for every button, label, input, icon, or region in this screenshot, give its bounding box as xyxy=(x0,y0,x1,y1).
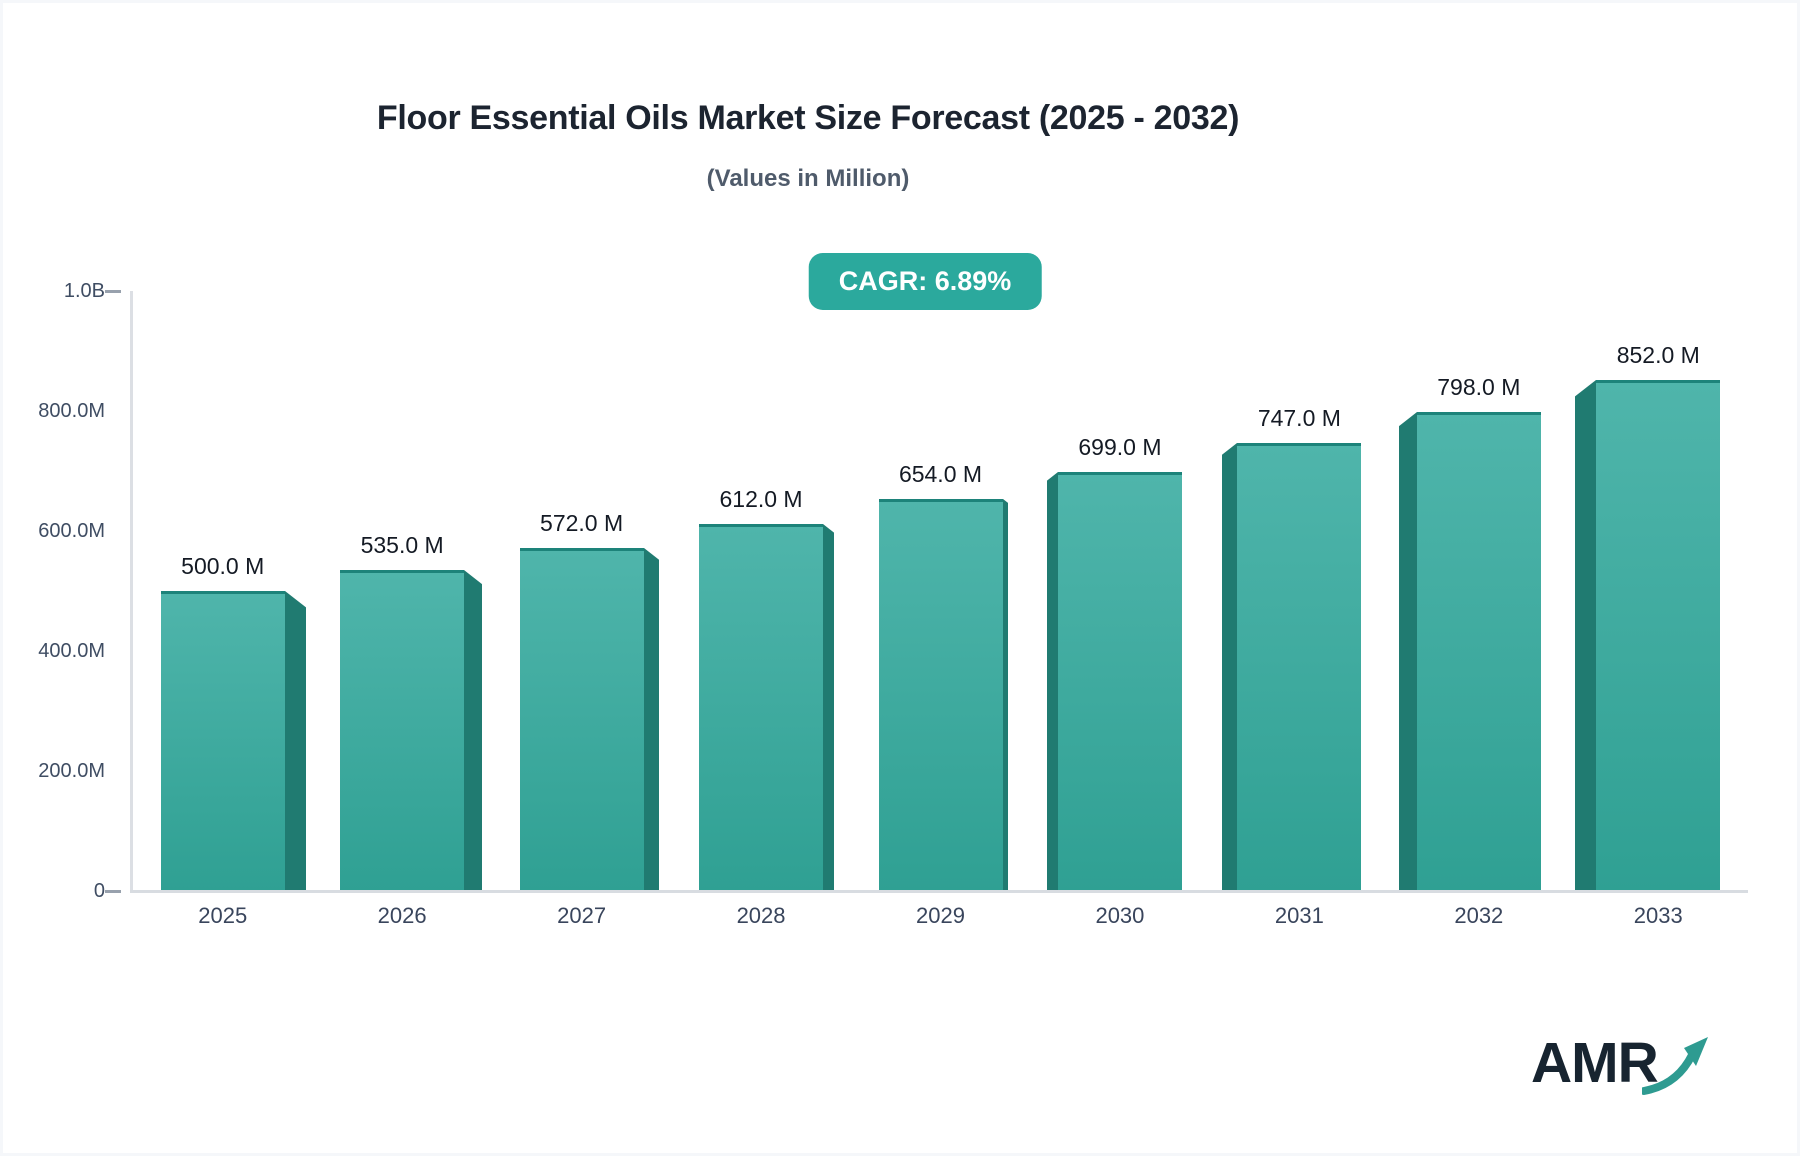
amr-logo-text: AMR xyxy=(1531,1031,1659,1095)
x-axis-label: 2033 xyxy=(1633,903,1683,928)
x-axis-label: 2032 xyxy=(1454,903,1504,928)
x-axis-label: 2029 xyxy=(916,903,965,928)
bar-value-label: 572.0 M xyxy=(540,509,624,536)
chart-subtitle: (Values in Million) xyxy=(706,165,910,192)
x-axis-label: 2028 xyxy=(736,903,786,928)
x-axis-label: 2027 xyxy=(557,903,607,928)
bar-value-label: 852.0 M xyxy=(1616,341,1700,368)
x-axis-label: 2030 xyxy=(1095,903,1145,928)
bar-side-panel xyxy=(284,591,306,891)
bar-side-panel xyxy=(1046,471,1058,891)
bar-2033 xyxy=(1573,379,1743,891)
y-axis-label: 400.0M xyxy=(38,640,105,662)
bar-face xyxy=(340,570,465,891)
bar-side-panel xyxy=(1575,379,1597,891)
y-axis-tick xyxy=(105,890,121,893)
bar-value-label: 612.0 M xyxy=(719,485,803,512)
bar-value-label: 535.0 M xyxy=(360,532,444,558)
bar-value-label: 747.0 M xyxy=(1257,404,1341,431)
x-axis-label: 2026 xyxy=(377,903,427,928)
bar-side-panel xyxy=(1398,412,1417,891)
growth-arrow-icon xyxy=(1641,1037,1708,1095)
bar-value-label: 798.0 M xyxy=(1437,374,1521,401)
bar-2031 xyxy=(1220,442,1378,891)
bar-face xyxy=(699,523,824,891)
bar-face xyxy=(1596,379,1721,891)
x-axis-baseline xyxy=(130,890,1748,893)
y-axis-label: 800.0M xyxy=(38,400,105,422)
bar-value-label: 500.0 M xyxy=(181,553,265,579)
bar-value-label: 654.0 M xyxy=(898,460,983,487)
x-axis-label: 2025 xyxy=(198,903,248,928)
bar-face xyxy=(1237,442,1362,891)
bar-2028 xyxy=(686,523,836,891)
y-axis-label: 0 xyxy=(93,880,105,902)
cagr-badge: CAGR: 6.89% xyxy=(808,253,1042,310)
y-axis-label: 1.0B xyxy=(63,280,105,302)
bar-side-panel xyxy=(1002,498,1008,891)
bar-2032 xyxy=(1397,412,1561,891)
bar-value-label: 699.0 M xyxy=(1078,433,1162,460)
bar-2025 xyxy=(138,591,308,891)
bar-face xyxy=(519,547,644,891)
bar-side-panel xyxy=(464,570,483,891)
bar-2029 xyxy=(872,498,1010,891)
y-axis-label: 600.0M xyxy=(38,520,105,542)
y-axis-label: 200.0M xyxy=(38,760,105,782)
bar-side-panel xyxy=(823,523,835,891)
bar-face xyxy=(1416,412,1541,891)
y-axis-tick xyxy=(105,290,121,293)
bar-2026 xyxy=(320,570,484,891)
bar-face xyxy=(1057,471,1182,891)
x-axis-label: 2031 xyxy=(1274,903,1324,928)
amr-logo: AMR xyxy=(1531,1031,1712,1099)
y-axis-line xyxy=(130,291,133,893)
bar-side-panel xyxy=(1222,442,1238,891)
bar-2030 xyxy=(1045,471,1195,891)
bar-side-panel xyxy=(643,547,659,891)
bar-face xyxy=(160,591,285,891)
chart-title: Floor Essential Oils Market Size Forecas… xyxy=(376,99,1240,137)
bar-face xyxy=(878,498,1003,891)
bar-2027 xyxy=(503,547,661,891)
